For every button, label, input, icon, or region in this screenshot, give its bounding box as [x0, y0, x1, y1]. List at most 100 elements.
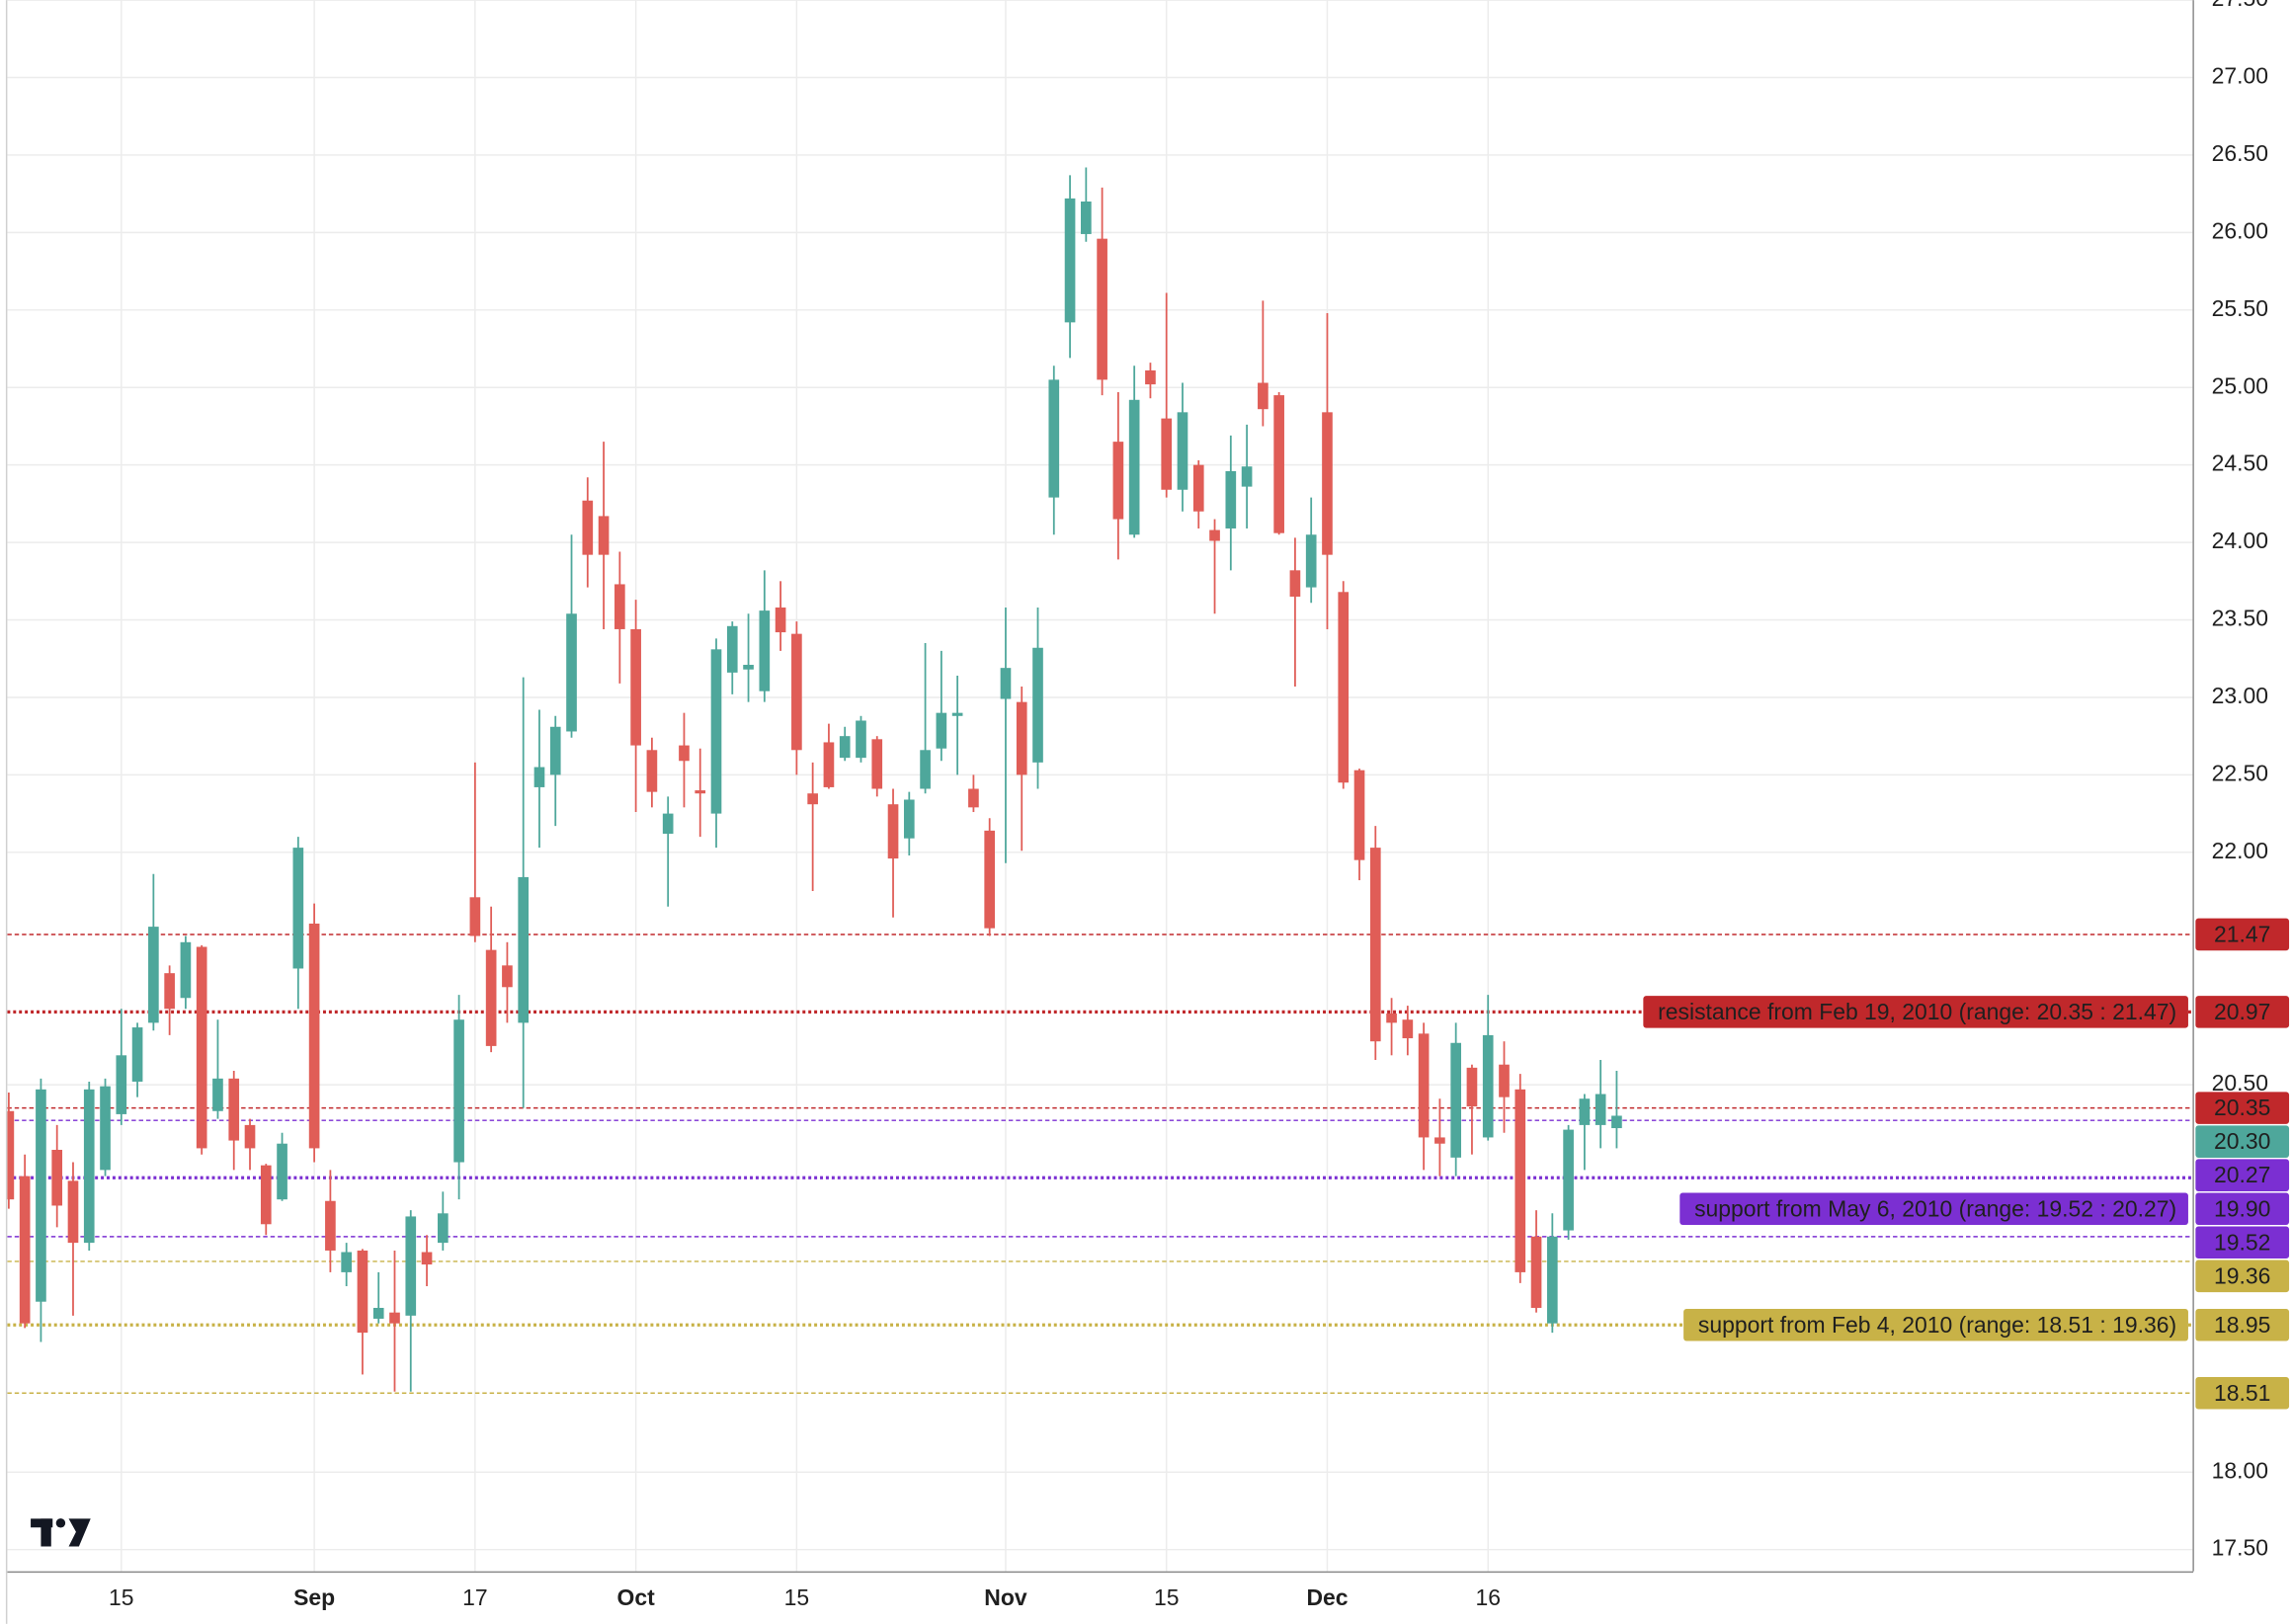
candle-body [437, 1213, 449, 1244]
price-label: 20.27 [2214, 1162, 2270, 1187]
y-tick-label: 24.00 [2212, 528, 2268, 553]
price-label-box [2195, 996, 2290, 1028]
candle-body [19, 1176, 31, 1324]
candle-body [164, 973, 175, 1010]
candle-body [116, 1055, 127, 1114]
candle-body [1241, 466, 1253, 487]
x-tick-label: Sep [293, 1584, 335, 1610]
x-tick-label: 16 [1475, 1584, 1500, 1610]
candle-body [405, 1216, 417, 1316]
candle-body [277, 1143, 287, 1200]
candle-body [710, 649, 722, 814]
candle-body [1145, 369, 1156, 385]
candle-body [887, 804, 899, 859]
price-label-box [2195, 1159, 2290, 1191]
x-tick-label: Nov [984, 1584, 1027, 1610]
candle-body [51, 1149, 63, 1206]
candle-body [1369, 848, 1381, 1042]
candle-body [357, 1250, 368, 1334]
candle-body [1338, 592, 1350, 783]
candle-body [1048, 379, 1060, 498]
y-tick-label: 23.00 [2212, 683, 2268, 708]
candle-body [308, 923, 320, 1149]
level-label: support from Feb 4, 2010 (range: 18.51 :… [1698, 1312, 2176, 1338]
candle-body [1064, 198, 1076, 323]
x-tick-label: 15 [784, 1584, 810, 1610]
candle-body [1402, 1019, 1414, 1039]
levels [7, 934, 2193, 1394]
y-tick-label: 18.00 [2212, 1457, 2268, 1483]
candle-body [1466, 1067, 1478, 1107]
candle-body [1289, 570, 1301, 597]
level-label-box [1643, 996, 2188, 1028]
candle-body [1450, 1042, 1461, 1158]
y-tick-label: 17.50 [2212, 1535, 2268, 1561]
candle-body [212, 1078, 223, 1111]
logo [31, 1518, 91, 1547]
candle-body [1530, 1236, 1542, 1308]
candle-body [1353, 770, 1365, 860]
candle-body [36, 1089, 46, 1302]
candle-body [67, 1180, 79, 1244]
candle-body [903, 799, 915, 839]
candle-body [871, 739, 883, 789]
candle-body [1016, 701, 1027, 775]
candle-body [856, 720, 866, 759]
level-label: resistance from Feb 19, 2010 (range: 20.… [1658, 999, 2176, 1024]
x-tick-label: Dec [1306, 1584, 1348, 1610]
price-label-box [2195, 1259, 2290, 1293]
candle-body [775, 607, 786, 633]
candle-body [1273, 395, 1284, 533]
candle-body [389, 1312, 400, 1324]
y-tick-label: 20.50 [2212, 1070, 2268, 1096]
x-tick-label: 15 [109, 1584, 134, 1610]
x-tick-label: 17 [462, 1584, 488, 1610]
candle-body [582, 500, 594, 555]
candle-body [1579, 1098, 1591, 1125]
y-tick-label: 27.00 [2212, 63, 2268, 89]
price-label: 19.90 [2214, 1195, 2270, 1221]
candle-body [807, 793, 818, 805]
candle-body [968, 788, 979, 808]
y-tick-label: 24.50 [2212, 450, 2268, 476]
candle-body [180, 941, 192, 999]
candle-body [518, 876, 530, 1023]
candle-body [292, 848, 304, 969]
y-tick-label: 25.00 [2212, 372, 2268, 398]
candle-body [1499, 1064, 1510, 1097]
candle-body [1305, 534, 1317, 588]
candle-body [1128, 399, 1140, 535]
price-label-box [2195, 1376, 2290, 1410]
logo-part [68, 1518, 91, 1547]
candle-body [566, 613, 577, 732]
candle-body [630, 628, 641, 746]
price-label-box [2195, 1308, 2290, 1341]
candle-body [951, 712, 963, 716]
y-tick-label: 22.00 [2212, 838, 2268, 863]
y-tick-label: 22.50 [2212, 760, 2268, 785]
candle-body [453, 1019, 464, 1163]
candle-body [1081, 202, 1092, 234]
candle-body [1000, 668, 1012, 699]
candle-body [1611, 1115, 1622, 1129]
price-label: 21.47 [2214, 921, 2270, 946]
candle-body [839, 736, 851, 759]
candle-body [1112, 442, 1124, 520]
candle-body [148, 927, 159, 1023]
candle-body [260, 1165, 272, 1225]
price-label-box [2195, 918, 2290, 951]
candle-body [984, 830, 996, 929]
candle-body [1161, 418, 1173, 490]
y-tick-label: 23.50 [2212, 606, 2268, 631]
candle-body [920, 750, 931, 789]
candle-body [1032, 647, 1043, 763]
candle-body [469, 897, 481, 936]
candle-body [726, 625, 738, 673]
y-tick-label: 26.50 [2212, 140, 2268, 166]
candle-body [421, 1252, 433, 1265]
price-label: 20.97 [2214, 999, 2270, 1024]
candle-body [83, 1089, 95, 1244]
level-label-box [1683, 1308, 2188, 1341]
